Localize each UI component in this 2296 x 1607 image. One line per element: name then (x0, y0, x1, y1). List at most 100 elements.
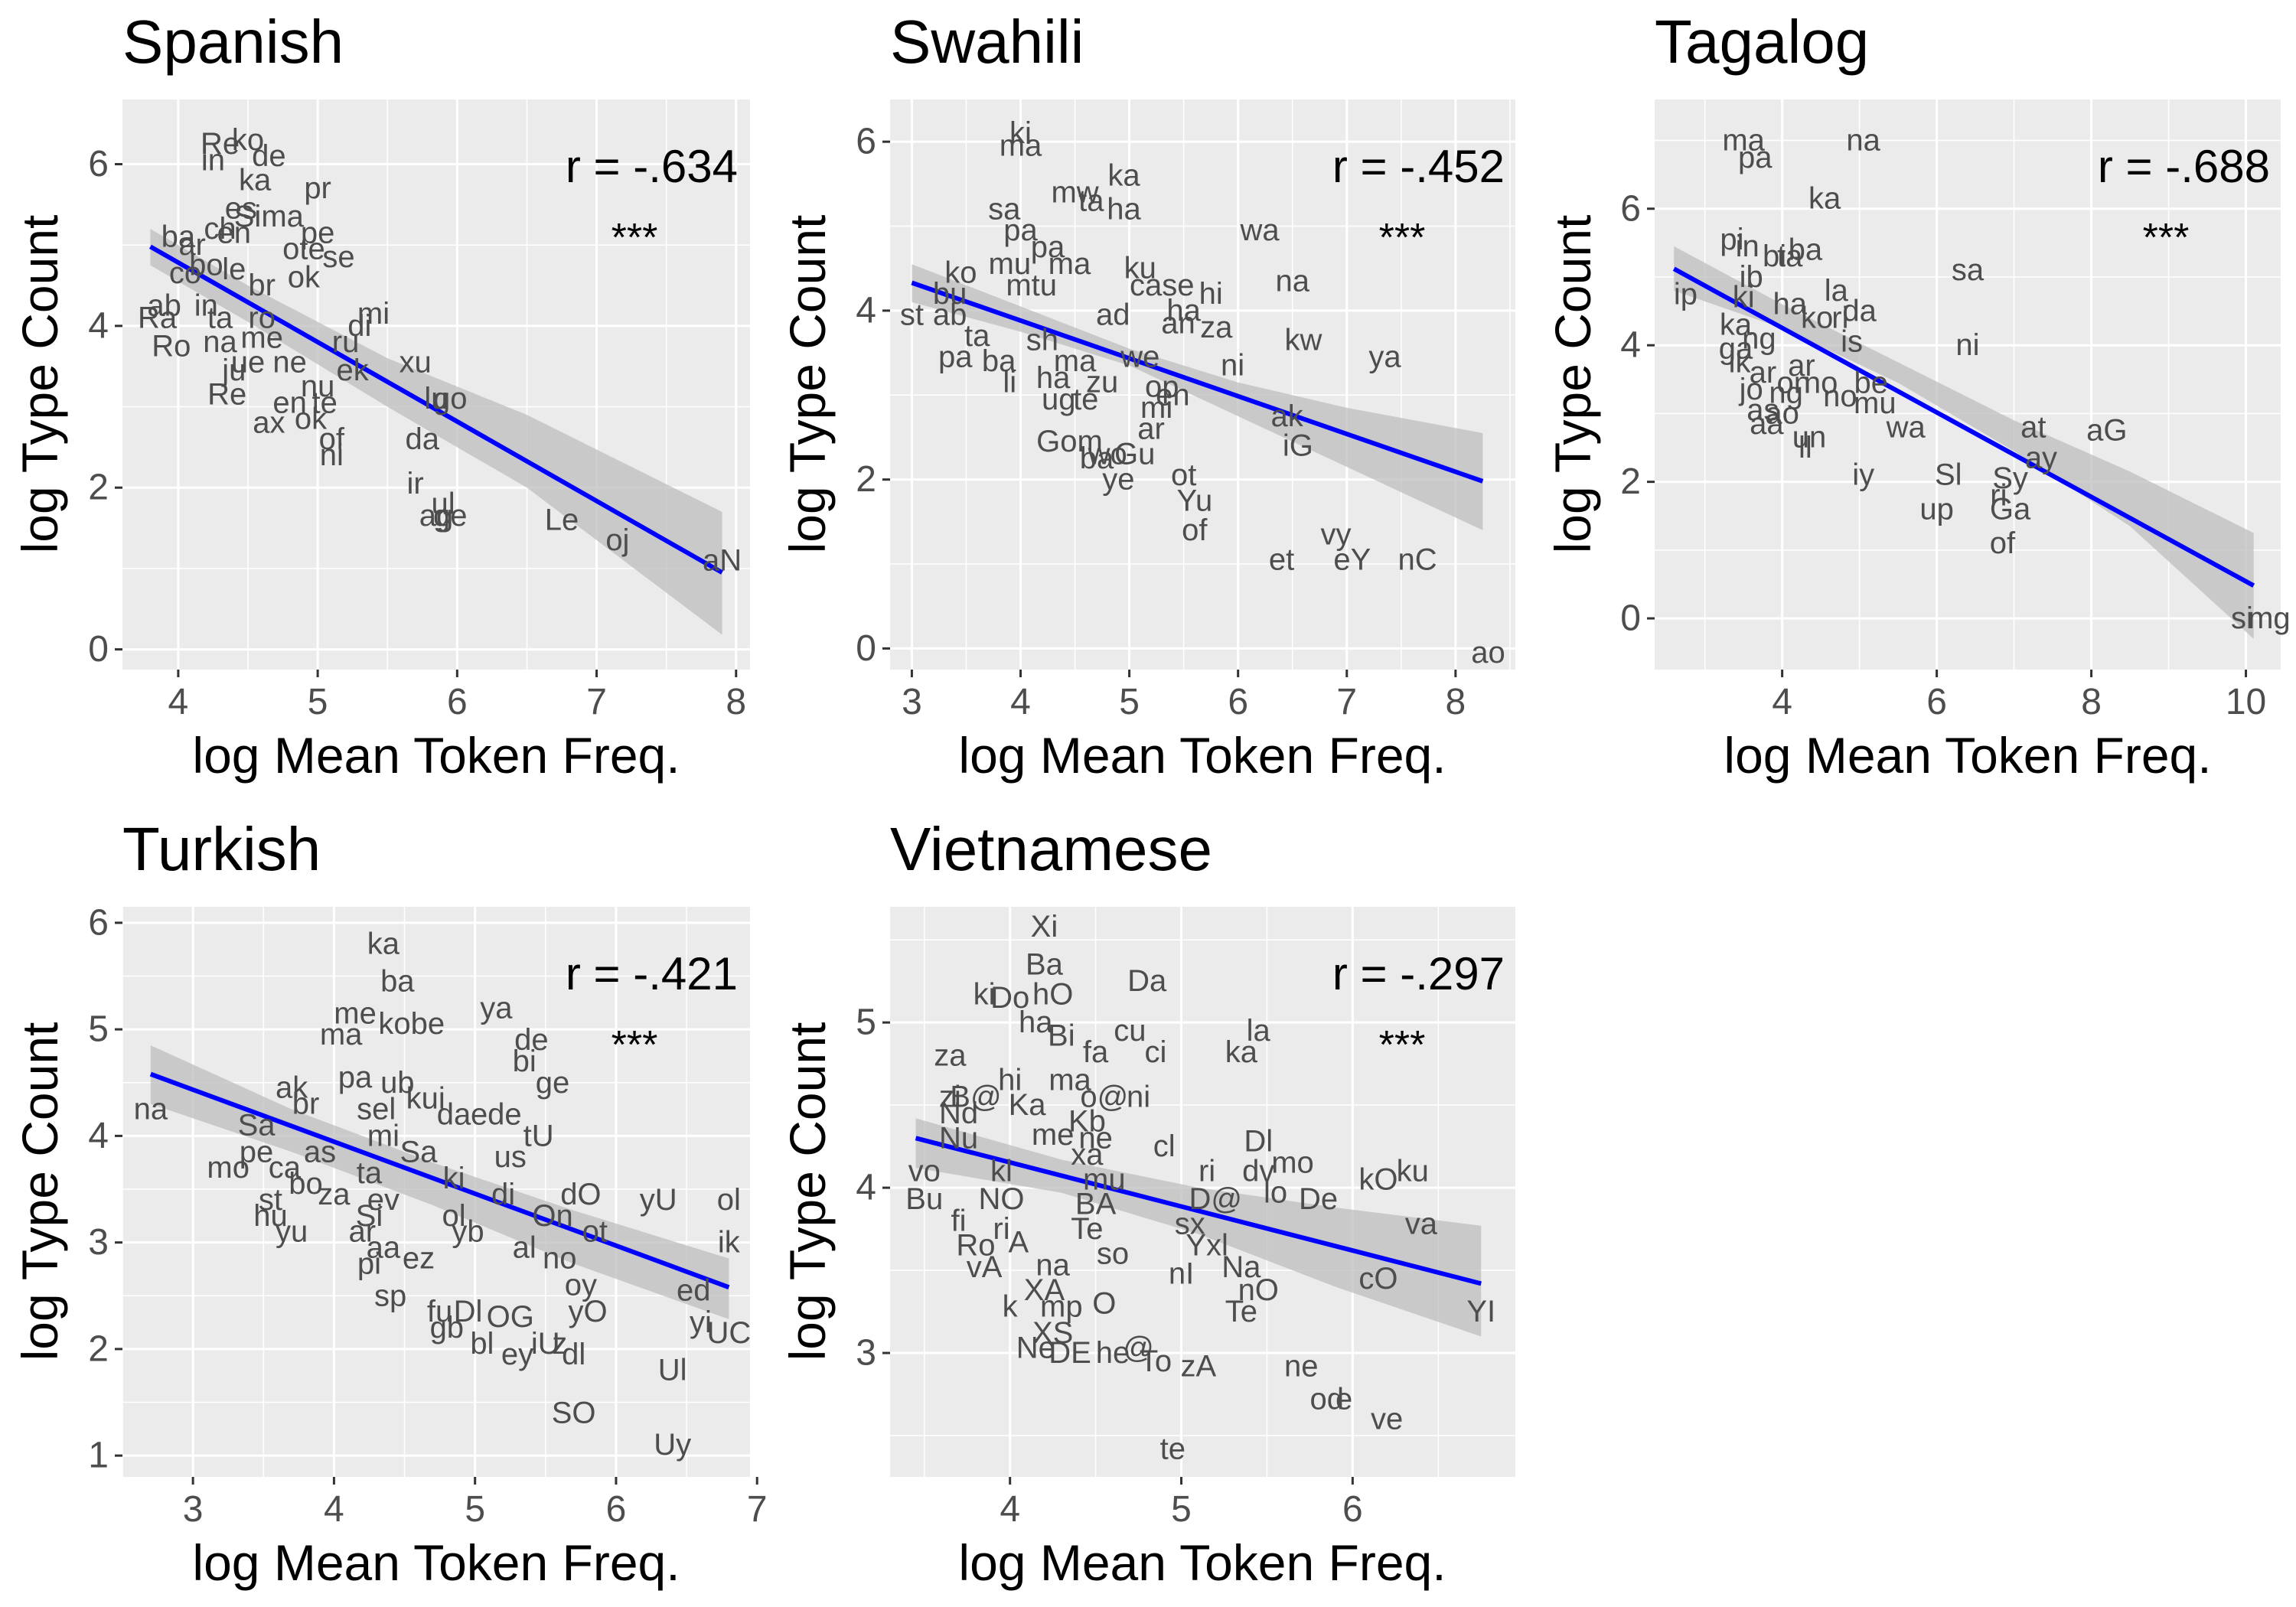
significance-stars: *** (612, 216, 658, 260)
point-label: ri (1990, 478, 2007, 512)
point-label: ro (248, 301, 276, 334)
y-tick-label: 4 (856, 290, 876, 331)
point-label: sa (988, 192, 1021, 226)
point-label: ak (276, 1071, 308, 1105)
point-label: br (248, 269, 276, 302)
point-label: va (1405, 1208, 1438, 1241)
point-label: le (222, 253, 246, 286)
point-label: ar (1788, 349, 1815, 383)
x-tick-label: 6 (1926, 682, 1947, 722)
point-label: me (1032, 1118, 1075, 1152)
point-label: ax (253, 406, 285, 440)
point-label: bi (513, 1045, 536, 1078)
point-label: yu (276, 1215, 308, 1249)
x-axis-ticks: 4 6 8 10 (1772, 670, 2266, 722)
point-label: dl (562, 1338, 585, 1371)
point-label: cl (1153, 1129, 1176, 1163)
point-label: ha (1036, 361, 1071, 395)
point-label: Nu (939, 1121, 978, 1155)
x-axis-ticks: 3 4 5 6 7 8 (902, 670, 1466, 722)
x-axis-label: log Mean Token Freq. (958, 727, 1446, 784)
point-label: ot (1171, 458, 1196, 492)
x-tick-label: 3 (183, 1489, 204, 1530)
y-tick-label: 6 (88, 144, 109, 184)
fit-line (1672, 266, 2255, 588)
y-tick-label: 3 (88, 1222, 109, 1263)
point-label: UC (706, 1316, 751, 1350)
x-axis-ticks: 4 5 6 (1000, 1477, 1363, 1530)
point-label: mg (2248, 601, 2291, 635)
fit-line (148, 244, 724, 575)
point-label: so (1097, 1237, 1129, 1270)
point-label: ma (1049, 1064, 1091, 1097)
point-label: ta (964, 319, 990, 353)
point-label: ci (1144, 1035, 1166, 1069)
point-label: @ (1123, 1332, 1154, 1365)
point-label: Re (207, 378, 246, 412)
point-label: aa (367, 1231, 401, 1265)
point-label: Ga (1990, 492, 2031, 526)
point-label: Sl (1935, 458, 1962, 492)
point-label: ne (272, 345, 307, 379)
point-label: na (134, 1093, 168, 1126)
significance-stars: *** (612, 1023, 658, 1068)
y-axis-label: log Type Count (1544, 215, 1601, 554)
point-label: oy (565, 1268, 597, 1302)
point-label: D@ (1189, 1182, 1243, 1216)
point-label: yi (690, 1305, 712, 1339)
point-label: ya (1368, 341, 1401, 374)
point-label: ik (718, 1226, 741, 1260)
point-label: hi (998, 1064, 1022, 1097)
point-label: ko (944, 256, 977, 289)
point-label: ey (501, 1338, 533, 1371)
point-label: pa (338, 1061, 373, 1094)
point-label: jo (1739, 373, 1763, 406)
facet-title: Spanish (122, 8, 344, 76)
y-tick-label: 4 (1620, 325, 1641, 366)
x-tick-label: 6 (606, 1489, 627, 1530)
point-label: ha (1166, 294, 1201, 328)
point-label: Ne (1016, 1332, 1055, 1365)
y-tick-label: 6 (88, 902, 109, 943)
point-label: ede (471, 1098, 522, 1132)
point-label: B@ (950, 1080, 1001, 1113)
regression-line (149, 1071, 730, 1289)
point-label: BA (1075, 1188, 1117, 1221)
point-label: di (491, 1178, 515, 1211)
point-label: On (532, 1199, 572, 1233)
point-label: ot (582, 1215, 608, 1249)
x-tick-label: 5 (1171, 1489, 1192, 1530)
point-label: ge (433, 499, 468, 533)
x-tick-label: 7 (747, 1489, 768, 1530)
point-label: ol (717, 1183, 741, 1217)
facet-title: Swahili (890, 8, 1084, 76)
y-axis-label: log Type Count (11, 215, 68, 554)
point-label: lo (1264, 1176, 1287, 1210)
point-label: ri (1199, 1155, 1215, 1188)
x-tick-label: 7 (1336, 682, 1357, 722)
y-tick-label: 0 (1620, 598, 1641, 639)
point-label: ki (1009, 116, 1032, 150)
significance-stars: *** (1379, 216, 1426, 260)
point-label: zi (939, 1080, 961, 1113)
point-label: Bu (905, 1182, 943, 1216)
point-label: at (2020, 410, 2046, 444)
point-label: zu (1086, 366, 1118, 399)
point-label: oj (605, 523, 629, 557)
point-label: mi (357, 297, 390, 331)
point-label: pr (304, 171, 331, 205)
point-label: as (1746, 393, 1779, 427)
point-label: sa (1952, 253, 1985, 287)
point-label: hO (1032, 977, 1073, 1011)
point-label: ka (239, 164, 272, 197)
point-label: dv (1242, 1155, 1274, 1188)
point-label: da (437, 1098, 471, 1132)
point-label: Si (356, 1199, 383, 1233)
point-label: no (543, 1242, 577, 1276)
point-label: vA (967, 1250, 1003, 1284)
correlation-annotation: r = -.297 (1332, 948, 1505, 999)
point-label: st (900, 298, 924, 331)
point-label: ka (1808, 181, 1841, 215)
point-label: ab (933, 298, 967, 331)
